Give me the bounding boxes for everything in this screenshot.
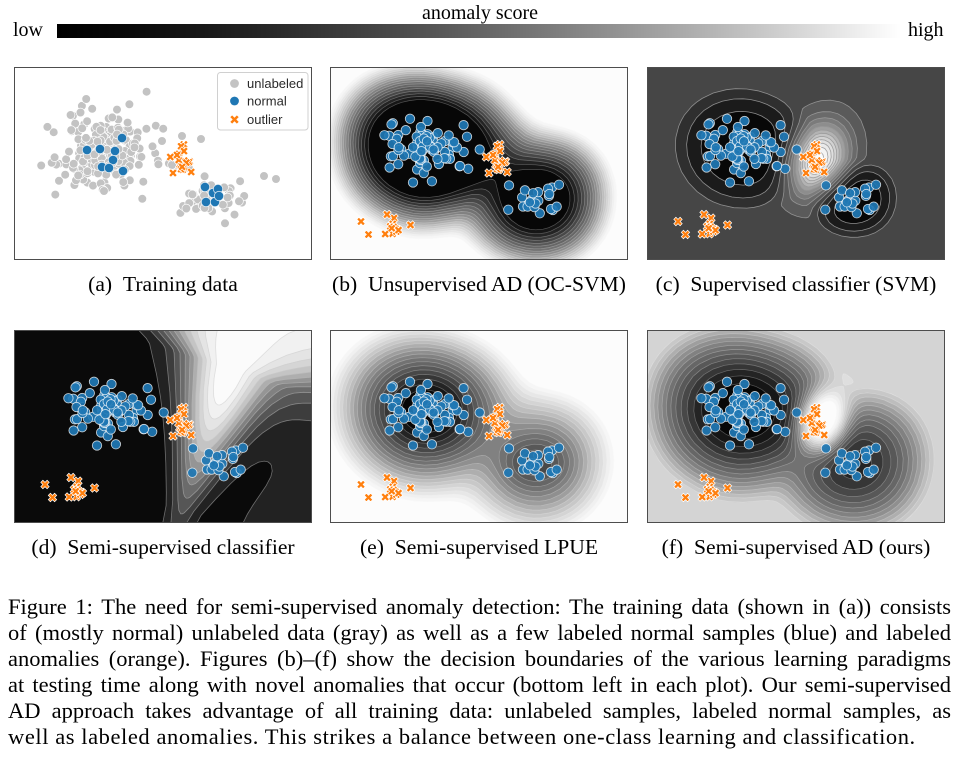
svg-text:unlabeled: unlabeled: [247, 76, 303, 91]
svg-text:normal: normal: [247, 94, 287, 109]
svg-text:outlier: outlier: [247, 112, 283, 127]
